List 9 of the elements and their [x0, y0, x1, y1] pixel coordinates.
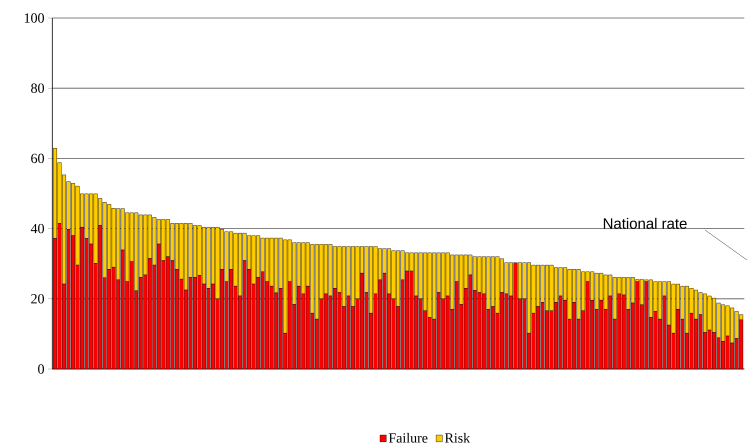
legend-label: Failure: [388, 432, 428, 443]
annotation: National rate: [604, 218, 687, 229]
y-tick-label: 80: [31, 83, 44, 93]
legend-label: Risk: [444, 432, 470, 443]
y-tick-label: 100: [24, 13, 44, 23]
y-tick-label: 0: [38, 364, 44, 374]
y-tick-label: 60: [31, 154, 44, 164]
y-tick-label: 40: [30, 224, 44, 234]
y-tick-label: 20: [31, 294, 44, 304]
